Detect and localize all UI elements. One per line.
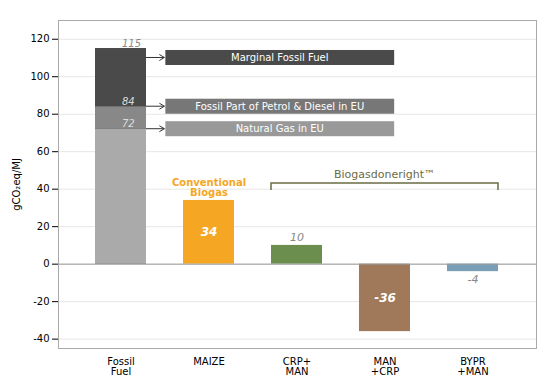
svg-text:40: 40	[37, 183, 50, 194]
svg-text:MAIZE: MAIZE	[193, 356, 225, 367]
svg-text:100: 100	[30, 71, 49, 82]
svg-text:-40: -40	[33, 333, 49, 344]
svg-text:-20: -20	[33, 296, 49, 307]
svg-text:0: 0	[43, 258, 49, 269]
svg-text:10: 10	[290, 231, 304, 244]
svg-text:20: 20	[37, 221, 50, 232]
svg-text:Fossil Part of Petrol & Diesel: Fossil Part of Petrol & Diesel in EU	[195, 101, 364, 112]
svg-text:84: 84	[122, 96, 135, 107]
svg-text:Marginal Fossil Fuel: Marginal Fossil Fuel	[231, 52, 328, 63]
svg-text:80: 80	[37, 108, 50, 119]
svg-text:-4: -4	[468, 273, 479, 286]
svg-text:Biogasdoneright™: Biogasdoneright™	[334, 168, 435, 181]
svg-text:ConventionalBiogas: ConventionalBiogas	[172, 177, 246, 198]
svg-text:MAN+CRP: MAN+CRP	[371, 356, 399, 377]
svg-text:120: 120	[30, 33, 49, 44]
svg-text:-36: -36	[374, 291, 396, 305]
svg-text:115: 115	[122, 38, 141, 49]
svg-text:72: 72	[122, 118, 135, 129]
svg-text:FossilFuel: FossilFuel	[107, 356, 135, 377]
svg-text:34: 34	[201, 225, 218, 239]
svg-text:60: 60	[37, 146, 50, 157]
svg-text:BYPR+MAN: BYPR+MAN	[457, 356, 488, 377]
svg-text:Natural Gas in EU: Natural Gas in EU	[236, 123, 324, 134]
svg-text:gCO₂eq/MJ: gCO₂eq/MJ	[11, 158, 22, 211]
svg-text:CRP+MAN: CRP+MAN	[283, 356, 311, 377]
